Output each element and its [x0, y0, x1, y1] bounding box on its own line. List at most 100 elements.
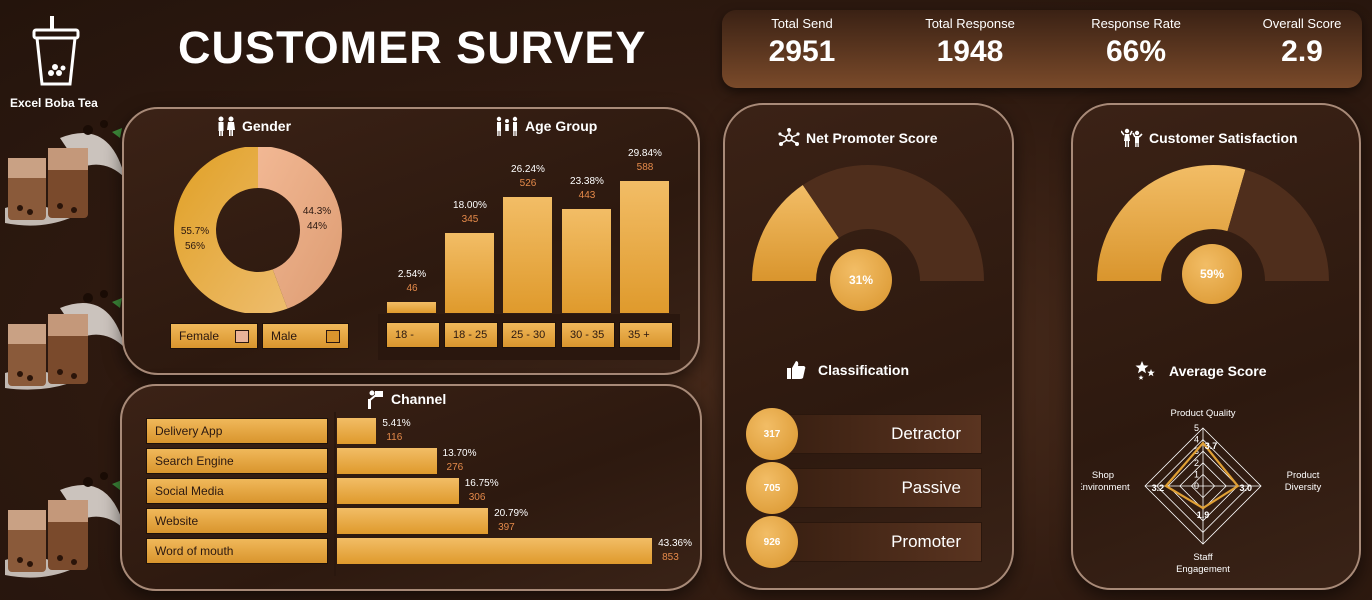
channel-bar-pct-label: 43.36%: [658, 538, 692, 549]
radar-data-label: 3.7: [1205, 441, 1218, 451]
channel-bar-count-label: 397: [498, 522, 515, 533]
kpi-value: 66%: [1105, 35, 1167, 68]
kpi-label: Response Rate: [1091, 16, 1181, 31]
classification-title: Classification: [818, 362, 910, 378]
age-bar: [503, 196, 552, 313]
age-group-header: Age Group: [495, 116, 597, 136]
classification-row-promoter: Promoter 926: [746, 516, 986, 568]
legend-male: Male: [262, 323, 349, 349]
nps-title: Net Promoter Score: [806, 130, 938, 146]
female-pct: 55.7%: [180, 226, 210, 237]
radar-axis-label: Environment: [1081, 482, 1130, 493]
radar-axis-label: Engagement: [1176, 564, 1230, 575]
brand-logo: [28, 16, 84, 93]
legend-female-swatch: [235, 330, 249, 343]
age-bar: [445, 233, 494, 313]
age-bar-pct-label: 2.54%: [397, 268, 427, 280]
age-bar: [387, 301, 436, 313]
csat-value-circle: 59%: [1182, 244, 1242, 304]
legend-male-label: Male: [271, 329, 298, 343]
people-icon: [218, 116, 235, 136]
nps-value: 31%: [848, 273, 874, 287]
thumbs-up-icon: [787, 361, 806, 379]
gender-header: Gender: [216, 116, 291, 136]
kpi-label: Total Send: [771, 16, 833, 31]
channel-category-label: Word of mouth: [146, 538, 328, 564]
classification-count-circle: 317: [746, 408, 798, 460]
channel-category-label: Search Engine: [146, 448, 328, 474]
stars-icon: [1135, 361, 1155, 380]
csat-gauge-chart: [1097, 164, 1329, 281]
kpi-value: 1948: [936, 35, 1004, 68]
channel-bar-count-label: 306: [468, 492, 486, 503]
brand-name: Excel Boba Tea: [10, 96, 98, 110]
legend-female: Female: [170, 323, 258, 349]
csat-title: Customer Satisfaction: [1149, 130, 1298, 146]
channel-bar-pct-label: 20.79%: [494, 508, 528, 519]
age-category-label: 30 - 35: [561, 322, 615, 348]
channel-category-label: Social Media: [146, 478, 328, 504]
male-count: 44%: [306, 221, 327, 232]
channel-bar: [337, 478, 459, 504]
csat-header: Customer Satisfaction: [1121, 128, 1298, 148]
channel-bar: [337, 418, 377, 444]
boba-drink-image-2: [5, 290, 125, 390]
channel-bar: [337, 508, 489, 534]
channel-bar-pct-label: 13.70%: [442, 448, 477, 459]
nps-gauge-chart: [752, 165, 984, 281]
average-score-header: Average Score: [1135, 360, 1267, 382]
boba-drink-image-3: [5, 472, 125, 578]
kpi-total-send: Total Send 2951: [732, 16, 872, 69]
gauge-remaining-arc: [802, 165, 984, 281]
radar-axis-label: Staff: [1193, 552, 1213, 563]
boba-cup-icon: [32, 16, 80, 86]
age-category-label: 25 - 30: [502, 322, 556, 348]
radar-data-label: 1.9: [1197, 510, 1210, 520]
average-score-title: Average Score: [1169, 363, 1267, 379]
channel-chart-area: [334, 412, 336, 576]
kpi-value: 2.9: [1281, 35, 1323, 68]
gauge-filled-arc: [1097, 164, 1246, 281]
gender-label-female: 55.7% 56%: [180, 226, 210, 252]
radar-series-line: [1164, 441, 1240, 510]
channel-bar-count-label: 276: [446, 462, 464, 473]
age-bar-pct-label: 23.38%: [570, 176, 604, 188]
radar-axis-label: Product: [1287, 470, 1320, 481]
radar-data-label: 3.0: [1240, 483, 1253, 493]
radar-axis-label: Diversity: [1285, 482, 1322, 493]
channel-category-label: Website: [146, 508, 328, 534]
age-bar-count-label: 588: [636, 161, 654, 173]
radar-tick-label: 4: [1194, 435, 1199, 445]
channel-bar-pct-label: 5.41%: [382, 418, 411, 429]
classification-header: Classification: [786, 360, 909, 380]
age-bar-count-label: 345: [461, 214, 479, 226]
age-bar: [620, 180, 669, 313]
age-bar: [562, 209, 611, 313]
classification-count-circle: 926: [746, 516, 798, 568]
radar-tick-label: 5: [1194, 423, 1199, 433]
gender-slice-female: [174, 147, 288, 313]
gender-title: Gender: [242, 118, 292, 134]
kpi-total-response: Total Response 1948: [900, 16, 1040, 69]
age-category-label: 18 -: [386, 322, 440, 348]
channel-bar-count-label: 853: [662, 552, 679, 563]
channel-icon: [368, 390, 383, 409]
gender-slice-male: [258, 147, 342, 309]
gender-label-male: 44.3% 44%: [302, 206, 332, 232]
network-icon: [778, 128, 800, 146]
age-bar-count-label: 46: [406, 282, 418, 294]
csat-value: 59%: [1199, 267, 1225, 281]
legend-male-swatch: [326, 330, 340, 343]
kpi-value: 2951: [768, 35, 836, 68]
age-bar-count-label: 443: [578, 190, 596, 202]
age-bar-pct-label: 26.24%: [511, 163, 545, 175]
channel-bar: [337, 448, 437, 474]
age-group-title: Age Group: [525, 118, 598, 134]
classification-label: Detractor: [891, 424, 961, 443]
nps-value-circle: 31%: [830, 249, 892, 311]
gauge-filled-arc: [752, 185, 839, 281]
channel-bar-count-label: 116: [386, 432, 403, 443]
channel-bar: [337, 538, 653, 564]
radar-tick-label: 2: [1194, 458, 1199, 468]
classification-bar: Detractor: [786, 414, 982, 454]
